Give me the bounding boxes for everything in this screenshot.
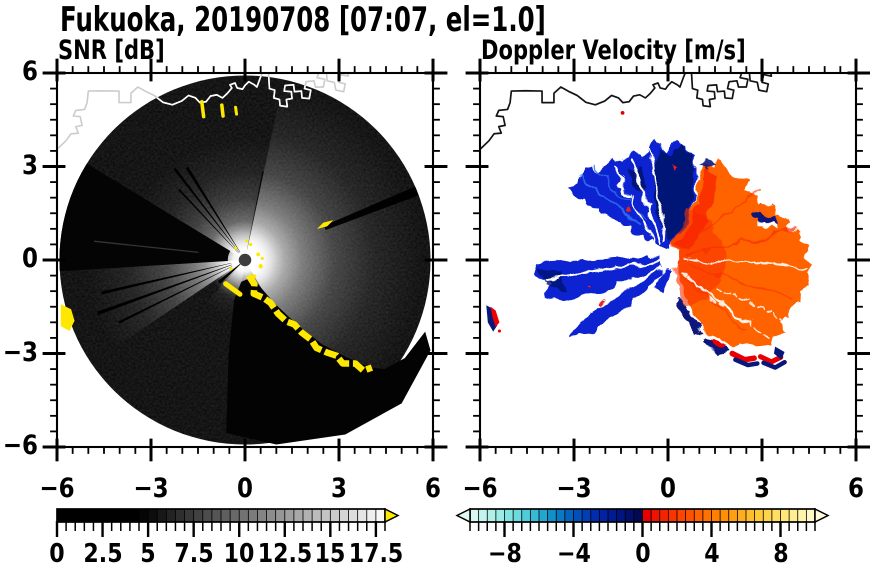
colorbar-tick-label: 0: [49, 539, 65, 569]
snr-scan-image: [57, 73, 431, 445]
colorbar-tick-label: 15: [314, 539, 346, 569]
colorbar-tick-label: 8: [772, 539, 789, 569]
x-tick-label: 3: [331, 473, 347, 504]
y-tick-label: 3: [22, 149, 38, 181]
x-tick-label: −3: [556, 473, 592, 504]
x-tick-label: 6: [425, 473, 441, 504]
colorbar-tick-label: 10: [223, 539, 255, 569]
doppler-panel-title: Doppler Velocity [m/s]: [481, 35, 746, 66]
snr-panel-title: SNR [dB]: [58, 35, 165, 66]
y-tick-label: 6: [22, 56, 38, 87]
colorbar-tick-label: −4: [556, 539, 591, 569]
colorbar-tick-label: 17.5: [348, 539, 404, 569]
colorbar-tick-label: 0: [634, 539, 651, 569]
colorbar-tick-label: −8: [487, 539, 522, 569]
doppler-axes: [465, 58, 870, 462]
colorbar-tick-label: 4: [703, 539, 720, 569]
colorbar-tick-label: 12.5: [257, 539, 313, 569]
y-tick-label: −3: [2, 336, 39, 368]
snr-ppi-panel: [42, 58, 448, 462]
colorbar-tick-label: 7.5: [174, 539, 214, 569]
y-tick-label: 0: [22, 243, 38, 274]
colorbar-tick-label: 5: [140, 539, 156, 569]
doppler-ppi-panel: [465, 58, 870, 462]
colorbar-tick-label: 2.5: [82, 539, 123, 569]
figure-title: Fukuoka, 20190708 [07:07, el=1.0]: [60, 0, 546, 40]
x-tick-label: −6: [462, 473, 498, 504]
y-tick-label: −6: [2, 430, 39, 461]
x-tick-label: −6: [39, 473, 75, 504]
doppler-scan-image: [480, 73, 809, 370]
x-tick-label: −3: [133, 473, 169, 504]
snr-axes: [42, 58, 448, 462]
x-tick-label: 0: [660, 473, 676, 504]
x-tick-label: 3: [754, 473, 770, 504]
x-tick-label: 0: [237, 473, 253, 504]
x-tick-label: 6: [848, 473, 864, 504]
